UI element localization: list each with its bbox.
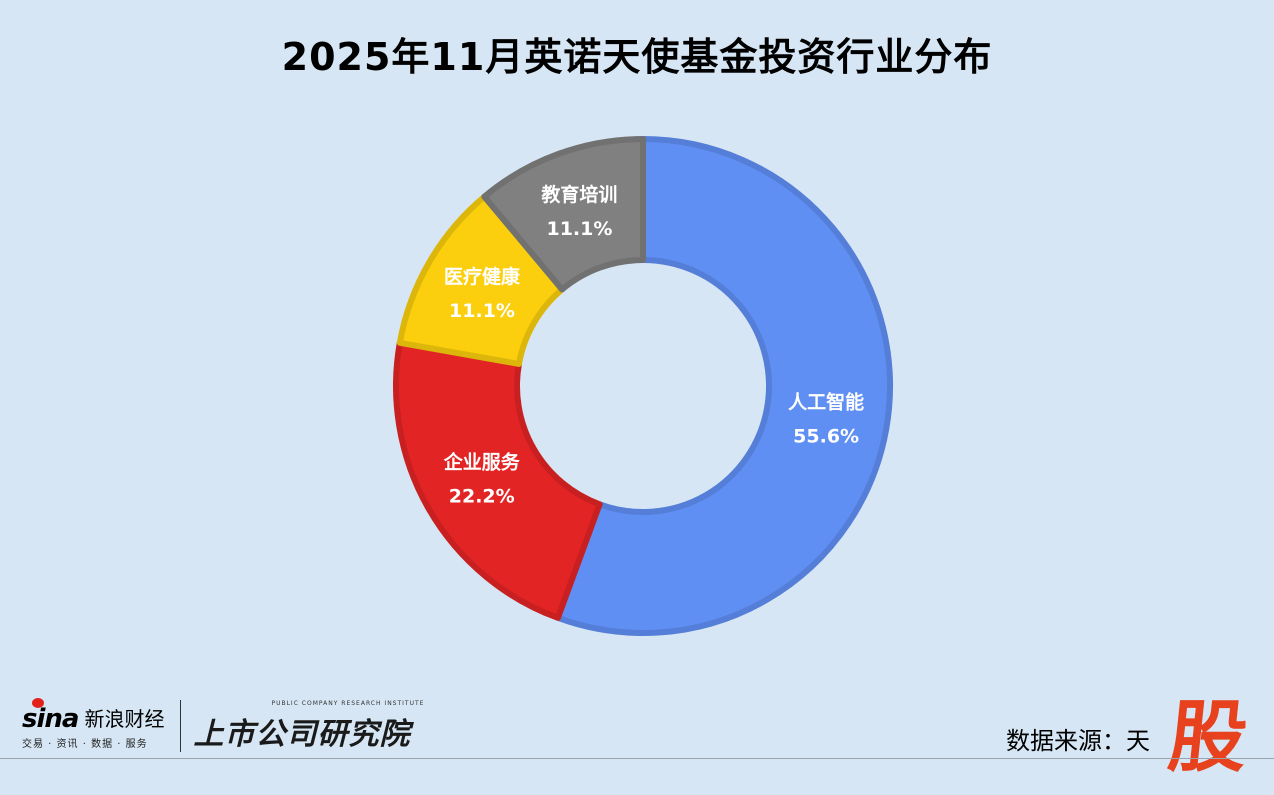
institute-logo: PUBLIC COMPANY RESEARCH INSTITUTE 上市公司研究… — [193, 700, 424, 753]
slice-percent-label: 11.1% — [449, 300, 515, 322]
sina-eye-icon — [32, 697, 44, 708]
footer-logos: sina 新浪财经 交易 · 资讯 · 数据 · 服务 PUBLIC COMPA… — [22, 697, 424, 753]
slice-percent-label: 55.6% — [793, 426, 859, 448]
data-source: 数据来源：天 — [1006, 727, 1150, 755]
slice-category-label: 人工智能 — [788, 391, 864, 414]
sina-tagline: 交易 · 资讯 · 数据 · 服务 — [22, 738, 148, 750]
footer-rule — [0, 758, 1274, 759]
sina-finance-logo: sina 新浪财经 交易 · 资讯 · 数据 · 服务 — [22, 697, 165, 750]
slice-percent-label: 22.2% — [449, 486, 515, 508]
donut-slices — [393, 136, 893, 636]
donut-slice-1 — [554, 136, 893, 636]
slice-category-label: 医疗健康 — [444, 265, 521, 288]
donut-chart: 人工智能 55.6% 企业服务 22.2% 医疗健康 11.1% 教育培训 11.1% — [393, 136, 893, 636]
logo-divider — [180, 700, 182, 752]
institute-english-name: PUBLIC COMPANY RESEARCH INSTITUTE — [271, 699, 425, 707]
watermark-logo: 股 — [1164, 693, 1252, 783]
chart-title: 2025年11月英诺天使基金投资行业分布 — [281, 35, 993, 79]
slice-category-label: 企业服务 — [443, 451, 521, 474]
slice-category-label: 教育培训 — [541, 183, 617, 206]
slice-percent-label: 11.1% — [546, 218, 612, 240]
donut-slice-2 — [393, 339, 603, 621]
donut-slice-4 — [481, 136, 646, 293]
sina-finance-name: 新浪财经 — [84, 706, 165, 731]
slice-labels: 人工智能 55.6% 企业服务 22.2% 医疗健康 11.1% 教育培训 11.1% — [443, 183, 864, 507]
sina-brand: sina — [22, 697, 79, 734]
institute-chinese-name: 上市公司研究院 — [193, 716, 411, 752]
